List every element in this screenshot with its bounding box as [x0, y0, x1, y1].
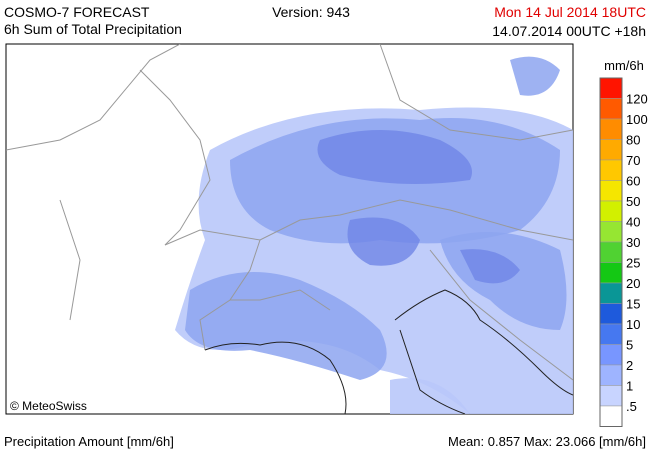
legend-label: 30 [626, 235, 640, 250]
legend-label: 70 [626, 153, 640, 168]
legend-swatch [599, 405, 623, 427]
legend-swatch [599, 221, 623, 243]
legend-label: 80 [626, 133, 640, 148]
legend-frame [599, 77, 623, 427]
map: © MeteoSwiss [5, 43, 574, 415]
legend-label: 25 [626, 256, 640, 271]
legend-swatch [599, 98, 623, 120]
footer-right: Mean: 0.857 Max: 23.066 [mm/6h] [448, 434, 646, 449]
legend-label: 2 [626, 358, 633, 373]
run-time: 14.07.2014 00UTC +18h [492, 23, 646, 39]
product-title: 6h Sum of Total Precipitation [4, 21, 182, 37]
version: Version: 943 [272, 4, 350, 20]
legend-swatch [599, 385, 623, 407]
legend-label: 50 [626, 194, 640, 209]
legend-swatch [599, 200, 623, 222]
legend-swatch [599, 159, 623, 181]
legend-swatch [599, 241, 623, 263]
legend-label: 40 [626, 215, 640, 230]
legend-label: 1 [626, 379, 633, 394]
legend-label: 10 [626, 317, 640, 332]
legend: 120 100 80 70 60 50 40 30 25 20 15 10 5 2 1 .5 [599, 77, 648, 427]
coastlines [204, 289, 573, 414]
legend-swatch [599, 77, 623, 99]
model-title: COSMO-7 FORECAST [4, 4, 150, 20]
legend-label: 15 [626, 297, 640, 312]
footer-left: Precipitation Amount [mm/6h] [4, 434, 174, 449]
legend-label: 100 [626, 112, 648, 127]
legend-swatch [599, 344, 623, 366]
legend-swatch [599, 323, 623, 345]
borders [6, 44, 573, 381]
legend-label: 120 [626, 92, 648, 107]
legend-label: 60 [626, 174, 640, 189]
legend-label: .5 [626, 399, 637, 414]
legend-swatch [599, 262, 623, 284]
legend-swatch [599, 118, 623, 140]
legend-swatch [599, 180, 623, 202]
valid-time: Mon 14 Jul 2014 18UTC [494, 4, 646, 20]
copyright: © MeteoSwiss [10, 399, 87, 413]
legend-unit: mm/6h [604, 58, 644, 73]
legend-label: 20 [626, 276, 640, 291]
legend-swatch [599, 282, 623, 304]
precip-field [175, 56, 573, 414]
legend-swatch [599, 139, 623, 161]
legend-swatch [599, 364, 623, 386]
legend-swatch [599, 303, 623, 325]
legend-label: 5 [626, 338, 633, 353]
